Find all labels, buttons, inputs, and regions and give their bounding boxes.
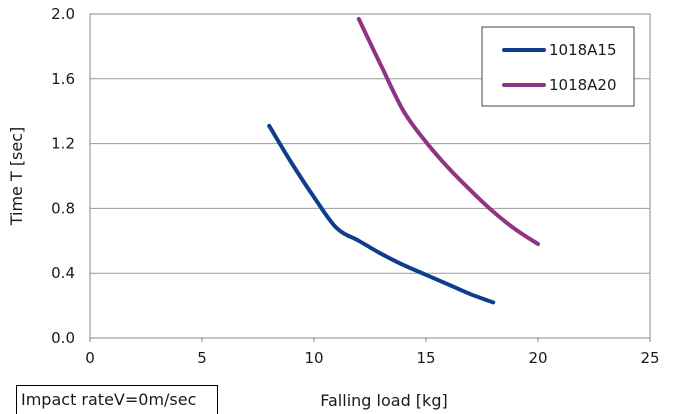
y-tick-label: 0.8 — [51, 199, 75, 217]
gridlines — [89, 78, 651, 342]
impact-rate-note: Impact rateV=0m/sec — [16, 385, 218, 414]
series-line-1018A15 — [267, 123, 496, 305]
x-tick-label: 0 — [85, 349, 95, 367]
y-axis-label: Time T [sec] — [7, 127, 26, 227]
y-tick-label: 0.4 — [51, 264, 75, 282]
legend-label-1018A20: 1018A20 — [549, 76, 617, 94]
x-tick-label: 10 — [304, 349, 323, 367]
y-tick-label: 1.6 — [51, 70, 75, 88]
x-tick-label: 20 — [528, 349, 547, 367]
y-tick-label: 0.0 — [51, 329, 75, 347]
x-axis-label: Falling load [kg] — [320, 391, 447, 410]
y-tick-label: 2.0 — [51, 5, 75, 23]
series-line-1018A20 — [356, 16, 540, 246]
y-tick-label: 1.2 — [51, 135, 75, 153]
x-tick-label: 5 — [197, 349, 207, 367]
x-tick-labels: 0 5 10 15 20 25 — [85, 349, 659, 367]
y-tick-labels: 0.0 0.4 0.8 1.2 1.6 2.0 — [51, 5, 75, 347]
x-tick-label: 15 — [416, 349, 435, 367]
legend: 1018A15 1018A20 — [481, 26, 635, 107]
x-tick-label: 25 — [640, 349, 659, 367]
series-lines — [267, 16, 540, 305]
legend-label-1018A15: 1018A15 — [549, 41, 617, 59]
legend-box — [481, 26, 635, 107]
